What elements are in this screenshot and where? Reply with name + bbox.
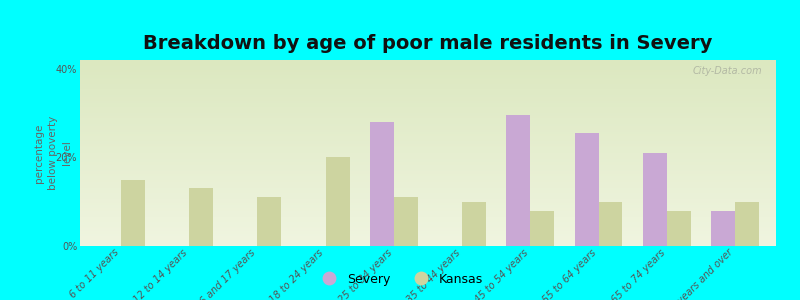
- Bar: [574, 133, 598, 246]
- Bar: [735, 202, 759, 246]
- Bar: [711, 211, 735, 246]
- Text: City-Data.com: City-Data.com: [693, 66, 762, 76]
- Bar: [667, 211, 690, 246]
- Legend: Severy, Kansas: Severy, Kansas: [312, 268, 488, 291]
- Bar: [189, 188, 213, 246]
- Bar: [326, 158, 350, 246]
- Bar: [506, 116, 530, 246]
- Bar: [530, 211, 554, 246]
- Bar: [394, 197, 418, 246]
- Bar: [121, 180, 145, 246]
- Bar: [258, 197, 282, 246]
- Title: Breakdown by age of poor male residents in Severy: Breakdown by age of poor male residents …: [143, 34, 713, 53]
- Y-axis label: percentage
below poverty
level: percentage below poverty level: [34, 116, 72, 190]
- Bar: [598, 202, 622, 246]
- Bar: [643, 153, 667, 246]
- Bar: [370, 122, 394, 246]
- Bar: [462, 202, 486, 246]
